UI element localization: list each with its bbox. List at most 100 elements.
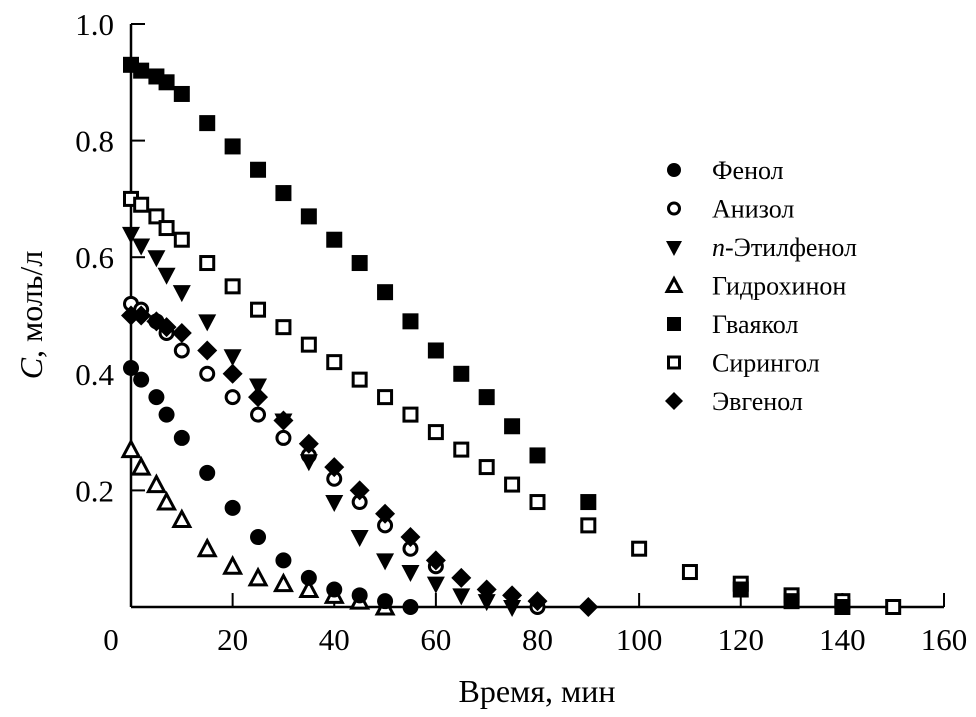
legend-label-prefix: n bbox=[712, 233, 725, 262]
data-point bbox=[885, 599, 902, 615]
data-point bbox=[377, 593, 394, 610]
data-point bbox=[326, 231, 343, 248]
x-tick-label: 20 bbox=[217, 622, 248, 657]
data-point bbox=[123, 359, 139, 376]
data-point bbox=[275, 185, 292, 202]
y-tick-label: 0.8 bbox=[75, 124, 114, 159]
x-tick-label: 60 bbox=[420, 622, 451, 657]
data-point bbox=[427, 342, 444, 359]
data-point bbox=[400, 527, 421, 548]
data-point bbox=[156, 490, 178, 511]
x-tick-label: 160 bbox=[921, 622, 968, 657]
data-point bbox=[377, 389, 394, 406]
data-point bbox=[299, 454, 318, 472]
legend-label-name: Анизол bbox=[712, 195, 794, 224]
data-point bbox=[732, 581, 749, 598]
x-tick-label: 80 bbox=[522, 622, 553, 657]
y-tick-label: 0.4 bbox=[75, 357, 114, 392]
legend-label: Сирингол bbox=[712, 349, 820, 378]
data-point bbox=[275, 319, 292, 336]
x-tick-label: 100 bbox=[616, 622, 663, 657]
data-point bbox=[199, 365, 216, 382]
y-tick-label: 0.2 bbox=[75, 473, 114, 508]
x-tick-label: 40 bbox=[319, 622, 350, 657]
data-point bbox=[529, 494, 546, 511]
data-point bbox=[224, 499, 241, 516]
data-point bbox=[375, 503, 396, 524]
legend-marker bbox=[665, 392, 683, 410]
legend-label-name: Сирингол bbox=[712, 349, 820, 378]
data-point bbox=[198, 314, 217, 332]
legend-label-name: -Этилфенол bbox=[725, 233, 857, 262]
data-point bbox=[223, 349, 242, 367]
data-point bbox=[148, 389, 165, 406]
data-point bbox=[783, 593, 800, 610]
data-point bbox=[324, 457, 345, 478]
data-point bbox=[199, 255, 216, 272]
data-point bbox=[158, 406, 175, 423]
legend-marker bbox=[667, 163, 681, 177]
data-point bbox=[173, 429, 190, 446]
data-point bbox=[529, 447, 546, 464]
data-point bbox=[377, 284, 394, 301]
data-point bbox=[275, 429, 292, 446]
data-point bbox=[350, 530, 369, 548]
data-point bbox=[402, 406, 419, 423]
legend-item: Сирингол bbox=[667, 349, 820, 378]
series-1 bbox=[123, 295, 546, 615]
legend-item: Гваякол bbox=[667, 310, 798, 339]
data-point bbox=[453, 441, 470, 458]
legend-item: Фенол bbox=[667, 156, 784, 185]
series-6 bbox=[121, 305, 599, 617]
legend-label-name: Гидрохинон bbox=[712, 272, 846, 301]
data-point bbox=[131, 305, 152, 326]
data-point bbox=[300, 569, 317, 586]
x-axis-label: Время, мин bbox=[458, 673, 615, 709]
legend-label: Гваякол bbox=[712, 310, 798, 339]
data-point bbox=[250, 406, 267, 423]
data-point bbox=[248, 387, 269, 408]
data-point bbox=[249, 378, 268, 396]
y-axis-label-symbol: C bbox=[13, 357, 49, 379]
data-point bbox=[224, 389, 241, 406]
series-0 bbox=[123, 359, 419, 615]
x-tick-label: 140 bbox=[819, 622, 866, 657]
data-point bbox=[250, 301, 267, 318]
data-point bbox=[325, 495, 344, 513]
series-3 bbox=[120, 438, 396, 616]
legend-label: Гидрохинон bbox=[712, 272, 846, 301]
data-points bbox=[120, 56, 902, 617]
data-point bbox=[196, 537, 218, 558]
data-point bbox=[681, 564, 698, 581]
data-point bbox=[300, 336, 317, 353]
data-point bbox=[631, 540, 648, 557]
data-point bbox=[222, 555, 244, 575]
data-point bbox=[451, 567, 472, 588]
data-point bbox=[172, 285, 191, 303]
data-point bbox=[171, 508, 193, 529]
data-point bbox=[504, 418, 521, 435]
data-point bbox=[133, 371, 150, 388]
data-point bbox=[580, 517, 597, 534]
legend-marker bbox=[664, 275, 684, 293]
data-point bbox=[502, 585, 523, 606]
data-point bbox=[527, 591, 548, 612]
data-point bbox=[452, 588, 471, 606]
data-point bbox=[376, 553, 395, 571]
data-point bbox=[145, 473, 167, 494]
data-point bbox=[222, 363, 243, 384]
data-point bbox=[426, 576, 445, 594]
data-point bbox=[156, 317, 177, 338]
ticks: 0 20 40 60 80 100 120 140 160 0.2 0.4 0.6 0.8 1.0 bbox=[75, 7, 967, 657]
data-point bbox=[224, 138, 241, 155]
legend-marker bbox=[667, 355, 681, 370]
series-5 bbox=[123, 190, 902, 615]
legend: Фенол Анизол n-Этилфенол Гидрохинон Гваякол С… bbox=[664, 156, 857, 416]
data-point bbox=[250, 161, 267, 178]
data-point bbox=[834, 599, 851, 615]
data-point bbox=[401, 565, 420, 583]
data-point bbox=[272, 572, 294, 593]
data-point bbox=[349, 480, 370, 501]
legend-item: n-Этилфенол bbox=[666, 233, 857, 262]
